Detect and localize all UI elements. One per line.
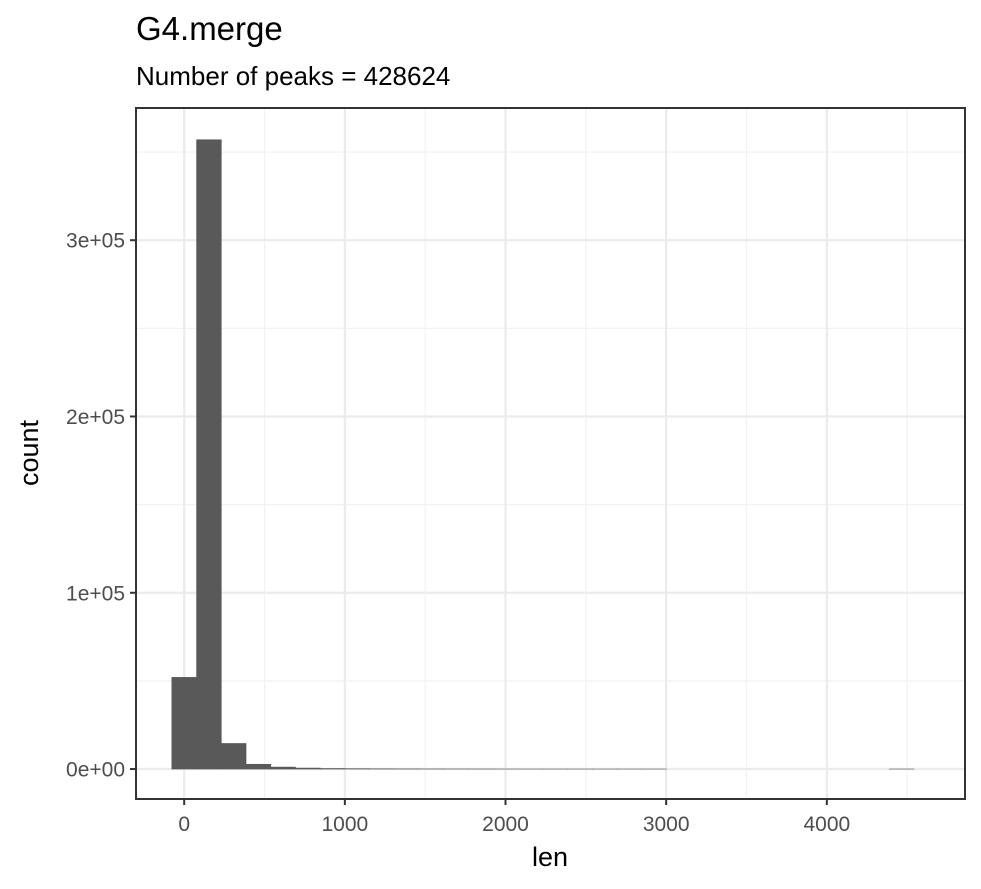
histogram-bar-2 xyxy=(221,743,247,770)
chart-title: G4.merge xyxy=(136,10,283,47)
histogram-bar-1 xyxy=(196,139,222,770)
x-tick-label: 1000 xyxy=(321,813,368,836)
y-tick-label: 1e+05 xyxy=(66,582,125,605)
histogram-bar-4 xyxy=(270,766,296,770)
chart-subtitle: Number of peaks = 428624 xyxy=(136,61,450,91)
histogram-bars xyxy=(171,139,915,770)
panel-border xyxy=(135,107,966,800)
x-tick-label: 0 xyxy=(178,813,190,836)
y-tick-label: 2e+05 xyxy=(66,406,125,429)
histogram-bar-5 xyxy=(295,767,321,770)
x-axis-ticks: 0 1000 2000 3000 4000 xyxy=(178,799,850,836)
y-axis-ticks: 0e+00 1e+05 2e+05 3e+05 xyxy=(66,230,136,782)
x-tick-label: 2000 xyxy=(482,813,529,836)
x-axis-title: len xyxy=(532,842,568,872)
histogram-bar-3 xyxy=(245,763,272,770)
y-tick-label: 3e+05 xyxy=(66,230,125,253)
grid-minor-lines xyxy=(136,108,965,799)
y-tick-label: 0e+00 xyxy=(66,759,125,782)
x-tick-label: 4000 xyxy=(803,813,850,836)
histogram-bar-0 xyxy=(171,677,197,770)
x-tick-label: 3000 xyxy=(643,813,690,836)
histogram-bar-6 xyxy=(319,768,346,770)
grid-major-lines xyxy=(136,108,965,799)
y-axis-title: count xyxy=(14,419,44,486)
